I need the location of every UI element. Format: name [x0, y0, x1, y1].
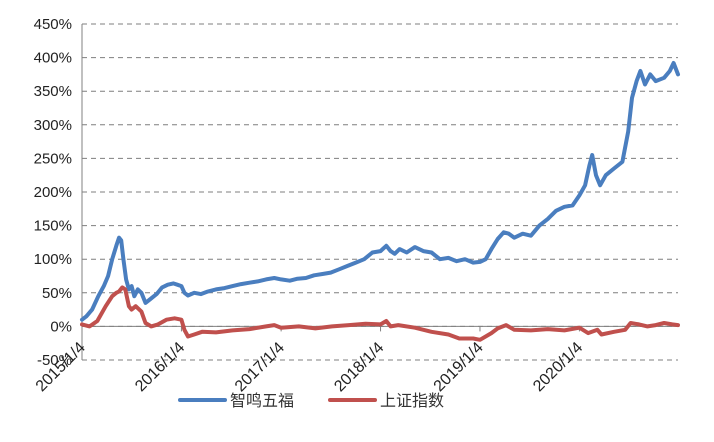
y-tick-label: -50% — [37, 352, 72, 369]
y-tick-label: 300% — [34, 117, 72, 134]
y-tick-labels: -50% 0% 50% 100% 150% 200% 250% 300% 350% 400% 450… — [34, 16, 72, 369]
series-line-2 — [80, 285, 680, 342]
x-tick-label: 2017/1/4 — [232, 339, 288, 395]
y-tick-label: 350% — [34, 83, 72, 100]
y-tick-label: 250% — [34, 150, 72, 167]
y-tick-label: 400% — [34, 50, 72, 67]
x-tick-label: 2018/1/4 — [331, 339, 387, 395]
x-tick-label: 2016/1/4 — [132, 339, 188, 395]
x-tick-labels: 2015/1/4 2016/1/4 2017/1/4 2018/1/4 2019/1/4… — [33, 339, 587, 395]
series — [80, 61, 680, 342]
y-tick-label: 150% — [34, 218, 72, 235]
legend-label-series-2: 上证指数 — [380, 392, 444, 410]
gridlines — [82, 23, 678, 361]
x-tick-label: 2019/1/4 — [431, 339, 487, 395]
y-tick-label: 200% — [34, 184, 72, 201]
y-tick-label: 450% — [34, 16, 72, 33]
y-tick-label: 0% — [50, 318, 72, 335]
y-tick-label: 100% — [34, 251, 72, 268]
x-tick-label: 2020/1/4 — [530, 339, 586, 395]
legend: 智鸣五福 上证指数 — [178, 392, 444, 410]
series-line-1 — [80, 61, 680, 322]
y-tick-label: 50% — [42, 285, 72, 302]
legend-label-series-1: 智鸣五福 — [230, 392, 294, 410]
